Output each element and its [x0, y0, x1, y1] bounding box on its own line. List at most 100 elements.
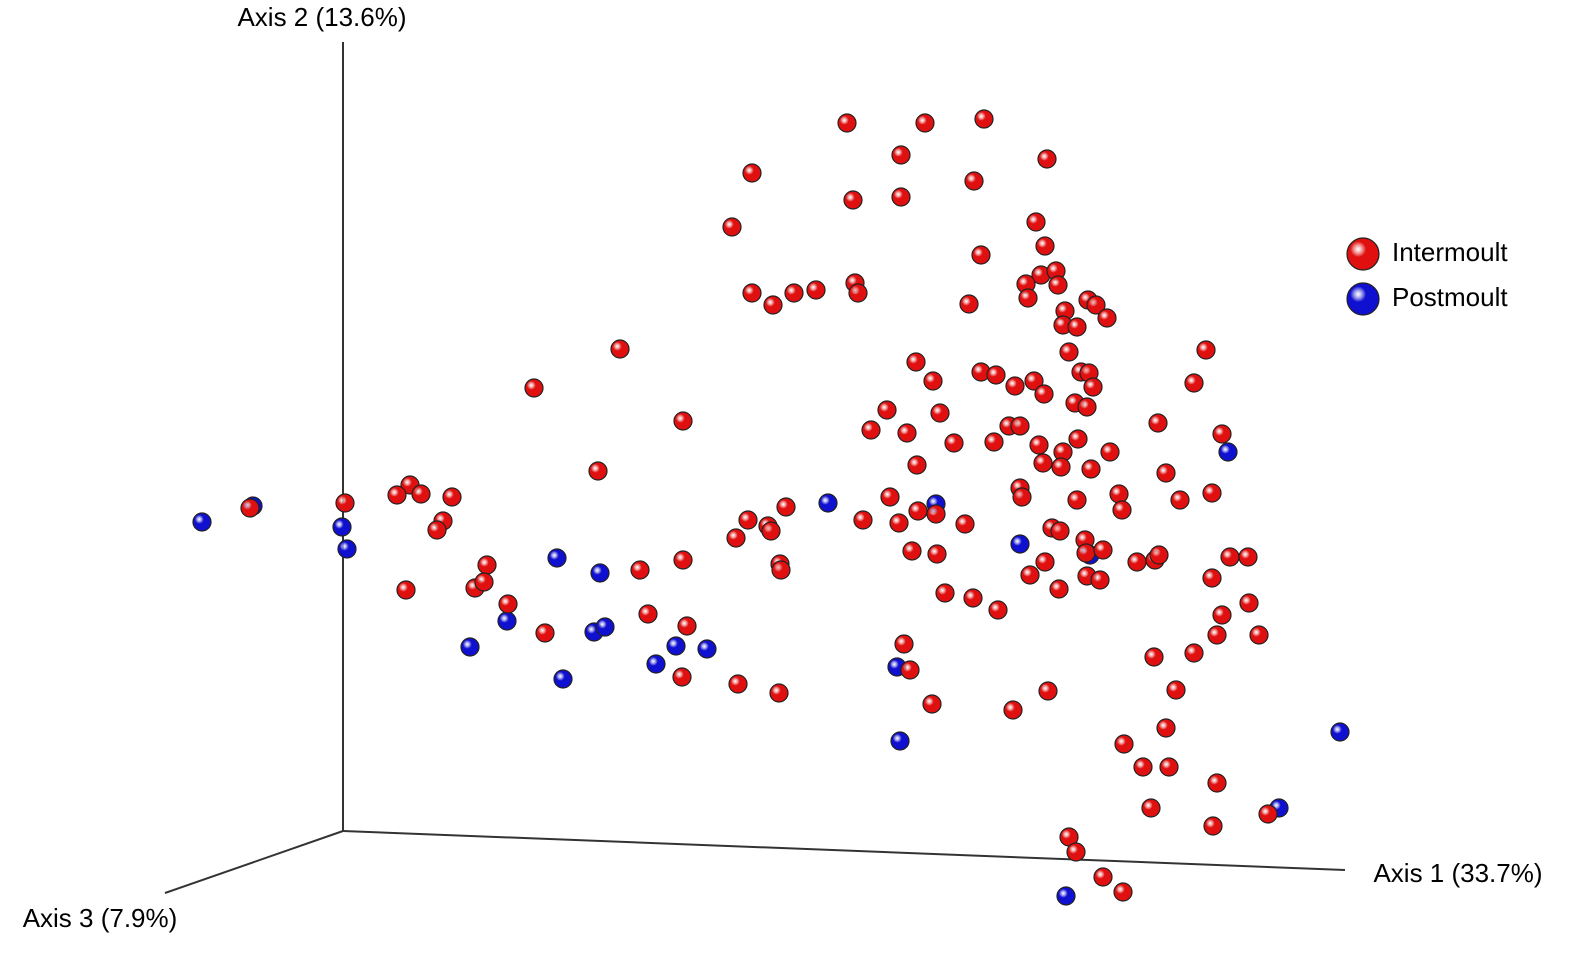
point [1010, 416, 1030, 436]
point [927, 544, 947, 564]
point [1100, 442, 1120, 462]
axis-3-label: Axis 3 (7.9%) [23, 903, 178, 933]
point [923, 371, 943, 391]
point [1026, 212, 1046, 232]
point [1081, 459, 1101, 479]
point [894, 634, 914, 654]
point [1005, 376, 1025, 396]
point [843, 190, 863, 210]
point [1149, 545, 1169, 565]
point [1068, 429, 1088, 449]
point [240, 498, 260, 518]
point [926, 504, 946, 524]
point [1012, 487, 1032, 507]
legend-marker [1346, 237, 1380, 271]
point [1093, 867, 1113, 887]
point [1059, 342, 1079, 362]
point [337, 539, 357, 559]
point [1029, 435, 1049, 455]
point [897, 423, 917, 443]
point [1112, 500, 1132, 520]
axis-3-line [164, 830, 344, 894]
point [1141, 798, 1161, 818]
point [837, 113, 857, 133]
point [738, 510, 758, 530]
point [1202, 483, 1222, 503]
point [1097, 308, 1117, 328]
point [1018, 288, 1038, 308]
point [1207, 625, 1227, 645]
point [1184, 643, 1204, 663]
point [902, 541, 922, 561]
point [1003, 700, 1023, 720]
point [442, 487, 462, 507]
point [763, 295, 783, 315]
point [1024, 371, 1044, 391]
point [955, 514, 975, 534]
point [1238, 547, 1258, 567]
point [1034, 384, 1054, 404]
point [1037, 149, 1057, 169]
point [776, 497, 796, 517]
legend-marker [1346, 282, 1380, 316]
point [889, 513, 909, 533]
point [1207, 773, 1227, 793]
point [588, 461, 608, 481]
point [1067, 490, 1087, 510]
point [1170, 490, 1190, 510]
point [1203, 816, 1223, 836]
point [535, 623, 555, 643]
point [1113, 882, 1133, 902]
point [427, 520, 447, 540]
point [1212, 424, 1232, 444]
point [891, 145, 911, 165]
point [1086, 295, 1106, 315]
point [1109, 484, 1129, 504]
point [930, 403, 950, 423]
point [1056, 886, 1076, 906]
point [1114, 734, 1134, 754]
point [1048, 275, 1068, 295]
point [1010, 534, 1030, 554]
point [1020, 565, 1040, 585]
point [335, 493, 355, 513]
point [806, 280, 826, 300]
legend-label: Intermoult [1392, 237, 1508, 267]
point [673, 550, 693, 570]
point [666, 636, 686, 656]
point [1066, 842, 1086, 862]
point [477, 555, 497, 575]
point [498, 594, 518, 614]
point [722, 217, 742, 237]
point [908, 501, 928, 521]
point [974, 109, 994, 129]
point [769, 683, 789, 703]
point [784, 283, 804, 303]
point [964, 171, 984, 191]
point [1156, 463, 1176, 483]
point [497, 611, 517, 631]
point [638, 604, 658, 624]
axis-2-label: Axis 2 (13.6%) [237, 2, 406, 32]
point [1083, 377, 1103, 397]
point [1148, 413, 1168, 433]
point [1077, 397, 1097, 417]
point [848, 283, 868, 303]
point [630, 560, 650, 580]
point [971, 245, 991, 265]
point [742, 163, 762, 183]
point [460, 637, 480, 657]
point [697, 639, 717, 659]
point [986, 365, 1006, 385]
point [1239, 593, 1259, 613]
point [1166, 680, 1186, 700]
point [984, 432, 1004, 452]
point [818, 493, 838, 513]
point [761, 521, 781, 541]
point [1038, 681, 1058, 701]
axis-1-line [342, 830, 1346, 871]
point [595, 617, 615, 637]
point [861, 420, 881, 440]
point [547, 548, 567, 568]
